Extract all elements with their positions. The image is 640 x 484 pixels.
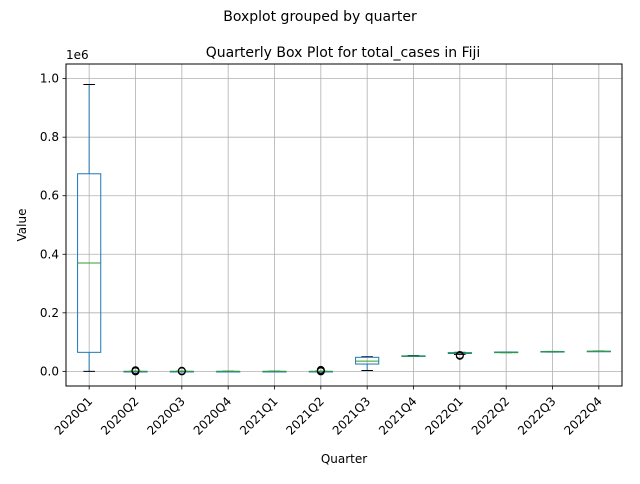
box-series [78,84,611,374]
x-tick-label: 2022Q4 [561,394,605,438]
x-tick-label: 2021Q1 [237,394,281,438]
figure-suptitle: Boxplot grouped by quarter [223,9,417,25]
x-tick-label: 2021Q2 [283,394,327,438]
box-2021Q4 [402,356,425,357]
chart-title: Quarterly Box Plot for total_cases in Fi… [206,45,481,61]
x-tick-label: 2022Q3 [515,394,559,438]
x-tick-label: 2021Q3 [330,394,374,438]
x-tick-label: 2022Q2 [469,394,513,438]
x-tick-label: 2020Q3 [144,394,188,438]
y-tick-label: 0.2 [40,306,59,320]
grid-lines [66,64,622,386]
y-tick-label: 0.0 [40,364,59,378]
box-2022Q3 [541,351,564,352]
x-axis-ticks: 2020Q1 2020Q2 2020Q3 2020Q4 2021Q1 2021Q2 2021… [52,386,605,438]
y-tick-label: 0.4 [40,247,59,261]
y-axis-label: Value [15,209,29,242]
y-tick-label: 0.8 [40,130,59,144]
box-2020Q4 [217,371,240,372]
box-2021Q1 [263,371,286,372]
y-tick-label: 1.0 [40,72,59,86]
y-tick-label: 0.6 [40,189,59,203]
x-tick-label: 2020Q1 [52,394,96,438]
box-2022Q2 [495,352,518,353]
y-axis-offset-label: 1e6 [66,48,89,62]
x-tick-label: 2020Q4 [191,394,235,438]
box-2022Q4 [587,351,610,352]
x-tick-label: 2022Q1 [422,394,466,438]
x-axis-label: Quarter [321,452,367,466]
x-tick-label: 2020Q2 [98,394,142,438]
plot-frame [66,64,622,386]
x-tick-label: 2021Q4 [376,394,420,438]
y-axis-ticks: 0.0 0.2 0.4 0.6 0.8 1.0 [40,72,66,379]
